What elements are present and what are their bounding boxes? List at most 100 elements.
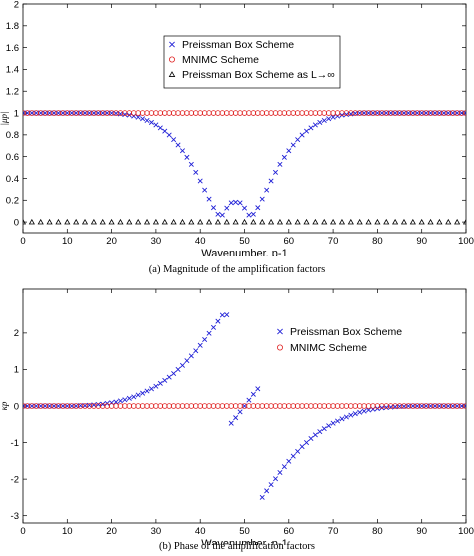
- chart-a-series0-point: [432, 110, 438, 116]
- chart-a-series0-point: [233, 199, 239, 205]
- chart-a-series0-point: [175, 142, 181, 148]
- chart-a-xtick-label: 100: [458, 236, 474, 247]
- chart-a-series2-point: [259, 218, 266, 225]
- chart-a-series2-point: [135, 218, 142, 225]
- chart-a-series2-point: [23, 218, 27, 225]
- chart-b-yaxis-label: κp: [0, 401, 9, 410]
- chart-b-series0-point: [268, 482, 274, 488]
- chart-b-series0-point: [348, 412, 354, 418]
- chart-a-series2-point: [400, 218, 408, 225]
- plot-area-b: 0 10 20 30 40 50 60 70 80 90 100 -3 -2 -1 0 1 2 Wavenumbe…: [0, 288, 474, 545]
- chart-a-series2-point: [285, 218, 292, 225]
- chart-b-series0-point: [153, 383, 159, 389]
- chart-a-series0-point: [140, 116, 146, 122]
- chart-b-series0-point: [233, 415, 239, 421]
- chart-b-series0-point: [197, 342, 203, 348]
- chart-b-series0-point: [304, 440, 310, 446]
- chart-a-series0-point: [401, 110, 407, 116]
- chart-a-ytick-label: 1.4: [6, 65, 19, 76]
- chart-a-series2-point: [250, 218, 257, 225]
- caption-b: (b) Phase of the amplification factors: [159, 541, 315, 552]
- chart-a-series2-point: [143, 218, 151, 225]
- chart-b-series0-point: [33, 403, 39, 409]
- chart-b-series0-point: [241, 403, 248, 409]
- chart-a-series0-point: [281, 154, 287, 160]
- chart-b-xtick-label: 100: [458, 526, 474, 537]
- chart-b-series0-point: [366, 407, 372, 413]
- chart-b-data-layer: [23, 312, 466, 500]
- chart-a-series0-point: [144, 117, 150, 123]
- chart-a-series2-point: [347, 218, 354, 225]
- chart-a-series2-point: [73, 218, 80, 225]
- chart-a-series0-point: [414, 110, 420, 116]
- chart-b-series0-point: [450, 403, 456, 409]
- chart-b-series0-point: [24, 403, 30, 409]
- chart-a-series0-point: [104, 110, 110, 116]
- chart-a-series0-point: [272, 169, 279, 175]
- chart-b-series0-point: [295, 448, 301, 454]
- chart-a-series2-point: [462, 218, 466, 225]
- chart-a-series0-point: [23, 110, 26, 116]
- chart-b-series0-point: [255, 386, 261, 392]
- chart-a-series2-point: [126, 218, 133, 225]
- chart-b-ytick-label: -1: [11, 438, 19, 449]
- chart-b-series0-point: [388, 404, 394, 410]
- chart-a-series0-point: [162, 128, 168, 134]
- chart-a-series0-point: [392, 110, 398, 116]
- chart-a-series2-point: [55, 218, 62, 225]
- chart-a-series2-point: [330, 218, 337, 225]
- chart-a-series0-point: [295, 137, 301, 143]
- chart-a-ytick-label: 0.6: [6, 152, 19, 163]
- chart-a-series0-point: [224, 205, 230, 211]
- chart-b-series0-point: [144, 388, 150, 394]
- chart-a-series0-point: [255, 205, 261, 211]
- chart-b-series0-point: [171, 370, 177, 376]
- chart-a-xtick-label: 50: [239, 236, 250, 247]
- chart-b-series0-point: [42, 403, 48, 409]
- chart-a-series2-point: [454, 218, 461, 225]
- chart-a-series0-point: [86, 110, 92, 116]
- chart-b-series0-point: [224, 312, 230, 318]
- chart-a-series0-point: [450, 110, 456, 116]
- chart-b-series0-point: [210, 324, 217, 330]
- chart-b-series1-point: [463, 403, 466, 409]
- chart-b-ytick-label: -3: [11, 511, 19, 522]
- chart-a-series2-point: [188, 218, 195, 225]
- chart-a-series2-point: [64, 218, 71, 225]
- chart-a-series0-point: [312, 122, 318, 128]
- chart-a-ytick-label: 1.8: [6, 21, 19, 32]
- chart-b-series0-point: [454, 403, 460, 409]
- chart-a-series0-point: [290, 142, 296, 148]
- chart-a-legend-box: [163, 35, 341, 89]
- chart-b-series0-point: [131, 394, 137, 400]
- chart-a-series0-point: [308, 125, 314, 131]
- chart-a-series0-point: [91, 110, 97, 116]
- chart-b-series0-point: [352, 411, 358, 417]
- chart-a-series2-point: [179, 218, 186, 225]
- chart-b-series0-point: [441, 403, 447, 409]
- chart-a-series0-point: [95, 110, 101, 116]
- chart-a-legend-marker-0: [169, 41, 175, 48]
- chart-b-series0-point: [432, 403, 438, 409]
- chart-a-xaxis-label: Wavenumber, p-1: [201, 248, 287, 256]
- chart-b-series0-point: [193, 348, 199, 354]
- chart-a-series2-point: [312, 218, 319, 225]
- chart-a-series0-point: [277, 161, 283, 167]
- chart-b-series0-point: [60, 403, 66, 409]
- chart-b-series0-point: [410, 403, 416, 409]
- chart-a-ytick-label: 0.8: [6, 130, 19, 141]
- chart-a-ytick-label: 0: [14, 217, 19, 228]
- chart-b-series0-point: [299, 444, 305, 450]
- chart-a-series0-point: [330, 114, 336, 120]
- chart-b-series0-point: [202, 336, 208, 342]
- chart-b-xtick-label: 30: [151, 526, 162, 537]
- chart-b-series0-point: [277, 470, 283, 476]
- chart-a-series2-point: [418, 218, 425, 225]
- chart-a-series2-point: [37, 218, 44, 225]
- chart-b-series0-point: [55, 403, 61, 409]
- chart-a-series0-point: [441, 110, 447, 116]
- chart-a-ytick-label: 1: [14, 108, 19, 119]
- chart-b-series0-point: [414, 403, 420, 409]
- chart-a-series0-point: [317, 119, 323, 125]
- chart-b-series0-point: [29, 403, 35, 409]
